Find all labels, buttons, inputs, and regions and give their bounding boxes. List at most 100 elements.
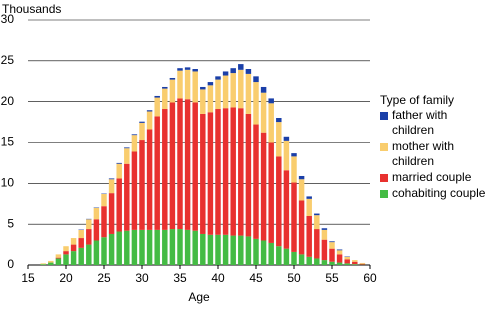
bar-segment — [132, 135, 137, 151]
bar-segment — [147, 111, 152, 129]
bar-segment — [360, 263, 365, 264]
bar-segment — [329, 242, 334, 249]
bar-segment — [306, 196, 311, 198]
bar-segment — [268, 243, 273, 265]
bar-segment — [306, 199, 311, 216]
bar-segment — [230, 107, 235, 235]
bar-segment — [147, 110, 152, 111]
bar-segment — [200, 89, 205, 114]
bar-segment — [337, 254, 342, 262]
legend-title: Type of family — [380, 93, 490, 107]
bar-segment — [238, 236, 243, 265]
bar-segment — [94, 241, 99, 266]
bar-segment — [48, 263, 53, 265]
bar-segment — [215, 80, 220, 109]
bar-segment — [230, 68, 235, 73]
bar-segment — [185, 70, 190, 99]
bar-segment — [314, 215, 319, 229]
x-tick-label: 60 — [363, 271, 377, 285]
bar-segment — [56, 258, 61, 259]
bar-segment — [132, 230, 137, 265]
bar-segment — [253, 125, 258, 239]
bar-segment — [162, 89, 167, 109]
bar-segment — [246, 114, 251, 236]
bar-segment — [78, 248, 83, 265]
bar-segment — [56, 254, 61, 257]
bar-segment — [322, 228, 327, 230]
bar-segment — [71, 238, 76, 245]
y-tick-label: 30 — [1, 12, 15, 26]
bar-segment — [170, 80, 175, 103]
bar-segment — [291, 252, 296, 265]
bar-segment — [200, 114, 205, 234]
x-tick-label: 20 — [59, 271, 73, 285]
bar-segment — [208, 235, 213, 265]
bar-segment — [101, 237, 106, 265]
bar-segment — [268, 143, 273, 243]
legend-item: mother with children — [380, 139, 490, 169]
bar-segment — [101, 206, 106, 237]
bar-segment — [170, 102, 175, 229]
bar-segment — [329, 262, 334, 265]
bar-segment — [177, 68, 182, 70]
bar-segment — [192, 102, 197, 230]
bar-segment — [299, 179, 304, 200]
bar-segment — [284, 170, 289, 248]
bar-segment — [253, 239, 258, 265]
bar-segment — [215, 76, 220, 79]
bar-segment — [223, 71, 228, 75]
bar-segment — [63, 254, 68, 265]
y-tick-label: 15 — [1, 135, 15, 149]
bar-segment — [230, 73, 235, 107]
bar-segment — [284, 141, 289, 170]
bar-segment — [162, 87, 167, 89]
y-tick-label: 10 — [1, 176, 15, 190]
x-tick-label: 15 — [21, 271, 35, 285]
bar-segment — [314, 229, 319, 258]
bar-segment — [352, 264, 357, 265]
bar-segment — [101, 194, 106, 206]
bar-segment — [344, 257, 349, 259]
bar-segment — [40, 264, 45, 265]
bar-segment — [154, 116, 159, 230]
bar-segment — [360, 264, 365, 265]
bar-segment — [139, 140, 144, 230]
legend-label: married couple — [392, 170, 471, 184]
bar-segment — [215, 235, 220, 265]
x-tick-label: 50 — [287, 271, 301, 285]
bar-segment — [306, 216, 311, 257]
bar-segment — [192, 231, 197, 265]
bar-segment — [116, 232, 121, 265]
bar-segment — [246, 236, 251, 265]
bar-segment — [261, 133, 266, 241]
bar-segment — [154, 98, 159, 117]
x-tick-label: 25 — [97, 271, 111, 285]
x-tick-label: 40 — [211, 271, 225, 285]
bar-segment — [170, 229, 175, 265]
y-tick-label: 0 — [7, 257, 14, 271]
bar-segment — [329, 241, 334, 242]
bar-segment — [253, 82, 258, 124]
bar-segment — [276, 118, 281, 122]
bar-segment — [139, 122, 144, 123]
bar-segment — [94, 219, 99, 240]
bar-segment — [162, 230, 167, 265]
bar-segment — [314, 214, 319, 216]
bar-segment — [276, 122, 281, 156]
bar-segment — [344, 259, 349, 263]
bar-segment — [208, 82, 213, 85]
bar-segment — [291, 156, 296, 182]
bar-segment — [86, 245, 91, 265]
bar-segment — [246, 74, 251, 114]
x-tick-label: 55 — [325, 271, 339, 285]
bar-segment — [185, 67, 190, 69]
bar-segment — [63, 251, 68, 254]
bar-segment — [208, 112, 213, 234]
bar-segment — [116, 164, 121, 179]
y-tick-label: 20 — [1, 94, 15, 108]
bar-segment — [124, 164, 129, 231]
bar-segment — [322, 260, 327, 265]
x-tick-label: 30 — [135, 271, 149, 285]
y-tick-label: 5 — [7, 216, 14, 230]
